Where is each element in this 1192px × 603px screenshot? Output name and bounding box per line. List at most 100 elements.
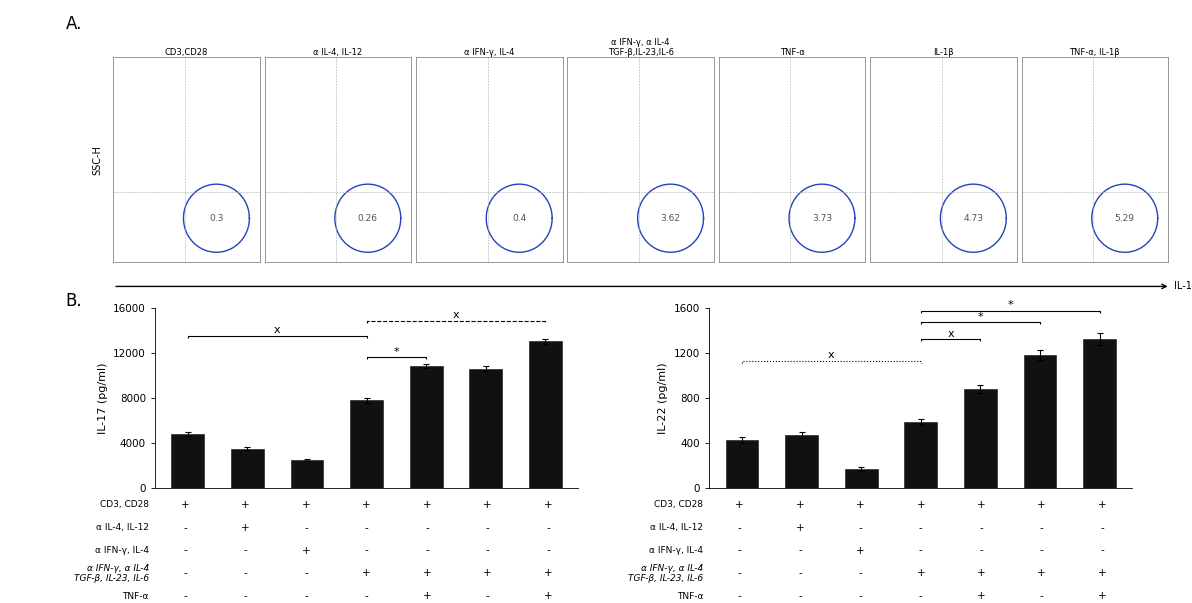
- Text: CD3, CD28: CD3, CD28: [654, 500, 703, 509]
- Text: x: x: [948, 329, 954, 338]
- Text: -: -: [365, 546, 368, 555]
- Text: -: -: [919, 523, 923, 532]
- Text: *: *: [1007, 300, 1013, 311]
- Text: +: +: [483, 569, 492, 578]
- Text: -: -: [426, 546, 429, 555]
- Text: -: -: [858, 523, 862, 532]
- Y-axis label: IL-22 (pg/ml): IL-22 (pg/ml): [658, 362, 669, 434]
- Text: -: -: [184, 592, 187, 601]
- Text: -: -: [919, 592, 923, 601]
- Text: 0.26: 0.26: [358, 213, 378, 223]
- Text: +: +: [1098, 500, 1106, 510]
- Text: -: -: [1100, 523, 1104, 532]
- Text: -: -: [546, 546, 550, 555]
- Text: -: -: [304, 523, 308, 532]
- Text: +: +: [423, 592, 432, 601]
- Text: α IFN-γ, IL-4: α IFN-γ, IL-4: [650, 546, 703, 555]
- Title: TNF-α, IL-1β: TNF-α, IL-1β: [1069, 48, 1120, 57]
- Text: 3.62: 3.62: [660, 213, 681, 223]
- Bar: [529, 341, 561, 488]
- Text: -: -: [1039, 592, 1044, 601]
- Text: -: -: [184, 546, 187, 555]
- Title: CD3,CD28: CD3,CD28: [164, 48, 209, 57]
- Text: +: +: [735, 500, 744, 510]
- Text: -: -: [797, 546, 802, 555]
- Text: α IFN-γ, IL-4: α IFN-γ, IL-4: [95, 546, 149, 555]
- Text: -: -: [243, 546, 248, 555]
- Y-axis label: IL-17 (pg/ml): IL-17 (pg/ml): [98, 362, 107, 434]
- Text: +: +: [544, 592, 552, 601]
- Text: B.: B.: [66, 292, 82, 311]
- Text: +: +: [544, 500, 552, 510]
- Text: *: *: [977, 312, 983, 321]
- Text: +: +: [856, 500, 864, 510]
- Text: -: -: [980, 523, 983, 532]
- Bar: [231, 449, 263, 488]
- Text: α IL-4, IL-12: α IL-4, IL-12: [651, 523, 703, 532]
- Text: -: -: [1100, 546, 1104, 555]
- Text: +: +: [977, 500, 986, 510]
- Text: -: -: [304, 569, 308, 578]
- Text: 5.29: 5.29: [1115, 213, 1135, 223]
- Bar: [350, 400, 383, 488]
- Text: +: +: [241, 500, 250, 510]
- Text: -: -: [365, 523, 368, 532]
- Text: -: -: [243, 569, 248, 578]
- Text: α IFN-γ, α IL-4
TGF-β, IL-23, IL-6: α IFN-γ, α IL-4 TGF-β, IL-23, IL-6: [74, 564, 149, 583]
- Text: +: +: [302, 546, 310, 555]
- Text: +: +: [1037, 569, 1047, 578]
- Text: 0.3: 0.3: [210, 213, 224, 223]
- Text: -: -: [426, 523, 429, 532]
- Text: 4.73: 4.73: [963, 213, 983, 223]
- Text: -: -: [738, 569, 741, 578]
- Text: +: +: [362, 500, 371, 510]
- Text: +: +: [856, 546, 864, 555]
- Text: CD3, CD28: CD3, CD28: [100, 500, 149, 509]
- Text: +: +: [795, 523, 805, 532]
- Text: SSC-H: SSC-H: [93, 145, 103, 175]
- Title: IL-1β: IL-1β: [933, 48, 954, 57]
- Text: -: -: [738, 523, 741, 532]
- Text: x: x: [828, 350, 834, 360]
- Text: α IL-4, IL-12: α IL-4, IL-12: [97, 523, 149, 532]
- Bar: [1024, 355, 1056, 488]
- Text: +: +: [362, 569, 371, 578]
- Title: α IL-4, IL-12: α IL-4, IL-12: [313, 48, 362, 57]
- Bar: [291, 460, 323, 488]
- Bar: [786, 435, 818, 488]
- Text: α IFN-γ, α IL-4
TGF-β, IL-23, IL-6: α IFN-γ, α IL-4 TGF-β, IL-23, IL-6: [628, 564, 703, 583]
- Text: -: -: [1039, 546, 1044, 555]
- Text: +: +: [1037, 500, 1047, 510]
- Text: +: +: [1098, 569, 1106, 578]
- Text: -: -: [980, 546, 983, 555]
- Text: *: *: [393, 347, 399, 356]
- Text: -: -: [304, 592, 308, 601]
- Bar: [410, 366, 442, 488]
- Text: -: -: [485, 546, 490, 555]
- Text: IL-17: IL-17: [1174, 282, 1192, 291]
- Text: +: +: [423, 569, 432, 578]
- Text: x: x: [453, 311, 459, 320]
- Text: A.: A.: [66, 15, 82, 33]
- Text: -: -: [485, 523, 490, 532]
- Bar: [172, 434, 204, 488]
- Text: x: x: [274, 325, 280, 335]
- Text: +: +: [917, 569, 925, 578]
- Text: -: -: [184, 569, 187, 578]
- Title: α IFN-γ, α IL-4
TGF-β,IL-23,IL-6: α IFN-γ, α IL-4 TGF-β,IL-23,IL-6: [608, 38, 673, 57]
- Text: -: -: [243, 592, 248, 601]
- Text: -: -: [738, 592, 741, 601]
- Text: -: -: [546, 523, 550, 532]
- Bar: [964, 389, 997, 488]
- Text: -: -: [485, 592, 490, 601]
- Text: +: +: [977, 569, 986, 578]
- Text: +: +: [423, 500, 432, 510]
- Bar: [905, 421, 937, 488]
- Text: 3.73: 3.73: [812, 213, 832, 223]
- Text: +: +: [1098, 592, 1106, 601]
- Text: -: -: [797, 592, 802, 601]
- Text: -: -: [1039, 523, 1044, 532]
- Text: +: +: [917, 500, 925, 510]
- Text: -: -: [858, 569, 862, 578]
- Bar: [726, 440, 758, 488]
